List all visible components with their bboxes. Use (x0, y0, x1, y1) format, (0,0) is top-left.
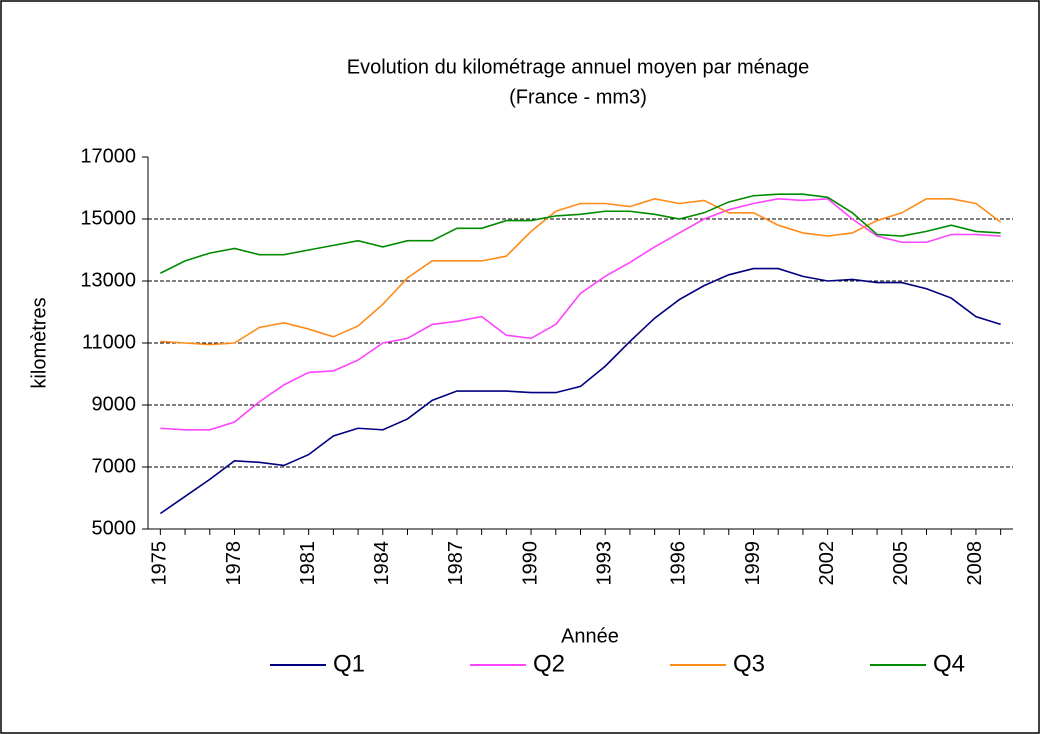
y-tick-label: 9000 (92, 393, 137, 415)
series-line (159, 267, 1001, 515)
x-tick-label: 1990 (519, 541, 541, 586)
x-tick-label: 1975 (149, 541, 171, 586)
x-tick-label: 1993 (593, 541, 615, 586)
y-tick-label: 7000 (92, 455, 137, 477)
x-tick-label: 2005 (890, 541, 912, 586)
y-tick-label: 15000 (80, 207, 136, 229)
legend-label: Q1 (333, 650, 365, 677)
legend-label: Q3 (733, 650, 765, 677)
y-tick-label: 17000 (80, 145, 136, 167)
chart-subtitle: (France - mm3) (509, 86, 647, 108)
chart-title: Evolution du kilométrage annuel moyen pa… (347, 56, 810, 78)
x-tick-label: 1987 (445, 541, 467, 586)
x-axis-title: Année (561, 625, 619, 647)
y-tick-label: 11000 (82, 331, 136, 353)
series-line (160, 198, 1001, 431)
series-line (159, 193, 1001, 274)
y-tick-label: 13000 (80, 269, 136, 291)
x-tick-label: 1996 (668, 541, 690, 586)
x-tick-label: 1984 (371, 541, 393, 586)
x-tick-label: 1999 (742, 541, 764, 586)
legend-label: Q2 (533, 650, 565, 677)
x-tick-label: 2002 (816, 541, 838, 586)
legend-label: Q4 (933, 650, 965, 677)
x-tick-label: 1981 (297, 541, 319, 586)
y-tick-label: 5000 (92, 517, 137, 539)
series-line (160, 198, 1002, 346)
x-tick-label: 2008 (964, 541, 986, 586)
x-tick-label: 1978 (223, 541, 245, 586)
y-axis-title: kilomètres (28, 297, 50, 388)
